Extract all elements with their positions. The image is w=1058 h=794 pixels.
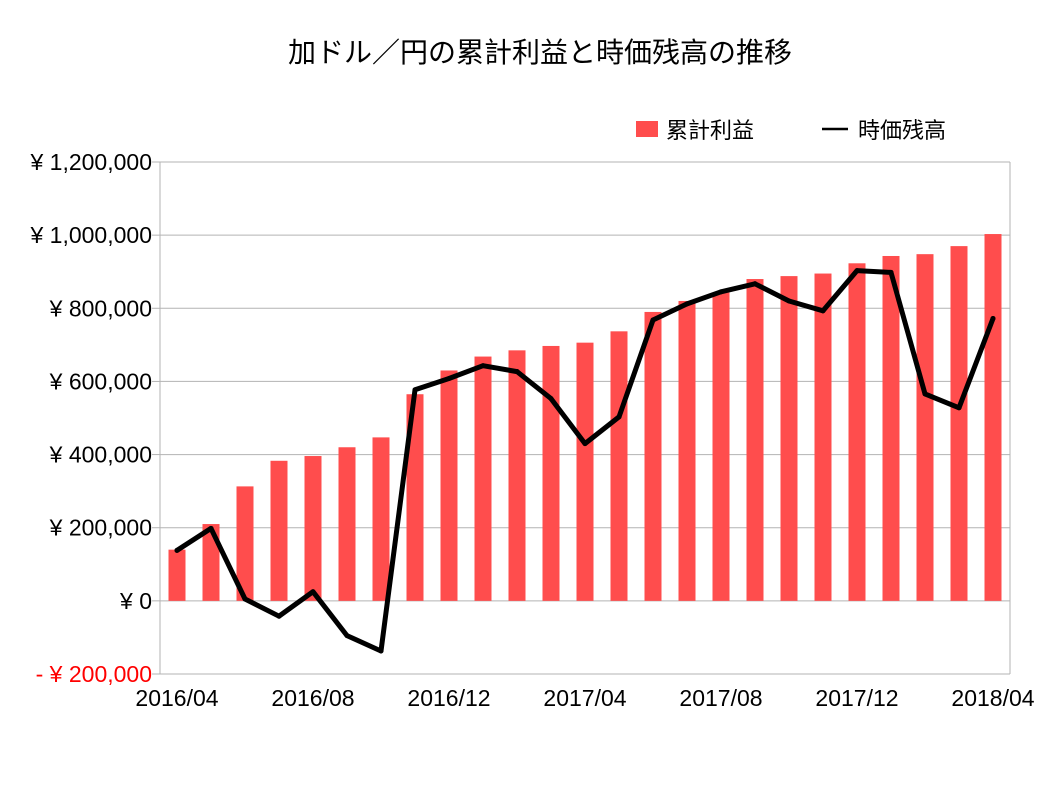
line-point (684, 301, 690, 307)
x-tick-label: 2017/12 (815, 685, 898, 711)
line-point (378, 648, 384, 654)
y-axis-ticks: ¥ 1,200,000 ¥ 1,000,000 ¥ 800,000 ¥ 600,000… (29, 149, 160, 687)
bar (916, 254, 934, 601)
bar (984, 234, 1002, 601)
x-tick-label: 2016/12 (407, 685, 490, 711)
line-point (650, 317, 656, 323)
line-point (480, 363, 486, 369)
line-point (854, 268, 860, 274)
line-point (752, 281, 758, 287)
bar (474, 356, 492, 601)
bar (508, 350, 526, 601)
legend-bar-swatch (636, 121, 658, 137)
x-tick-label: 2017/08 (679, 685, 762, 711)
bar (814, 273, 832, 601)
line-point (208, 525, 214, 531)
bar (542, 345, 560, 601)
line-series (174, 268, 996, 654)
x-tick-label: 2016/04 (135, 685, 218, 711)
line-point (888, 269, 894, 275)
line-point (310, 589, 316, 595)
bar (236, 486, 254, 601)
bar (746, 279, 764, 601)
y-tick-label: ¥ 600,000 (49, 368, 152, 394)
line-point (174, 547, 180, 553)
line-point (276, 613, 282, 619)
bar (576, 342, 594, 601)
bar (270, 460, 288, 601)
bar (610, 331, 628, 601)
line-point (412, 387, 418, 393)
line-point (786, 298, 792, 304)
y-tick-label: ¥ 1,200,000 (29, 149, 152, 175)
bar (338, 447, 356, 601)
bar (440, 370, 458, 601)
line-point (820, 308, 826, 314)
bar (168, 549, 186, 601)
y-tick-label: ¥ 800,000 (49, 295, 152, 321)
y-tick-label: ¥ 200,000 (49, 515, 152, 541)
bar (406, 394, 424, 601)
line-point (616, 414, 622, 420)
bar (202, 524, 220, 601)
line-point (344, 633, 350, 639)
x-tick-label: 2017/04 (543, 685, 626, 711)
line-point (922, 391, 928, 397)
bar (678, 300, 696, 601)
x-axis-ticks: 2016/04 2016/08 2016/12 2017/04 2017/08 2017/… (135, 685, 1034, 711)
line-point (582, 441, 588, 447)
bar (882, 255, 900, 601)
bar (950, 246, 968, 601)
line-point (514, 369, 520, 375)
line-point (242, 596, 248, 602)
bar (372, 437, 390, 601)
line-point (990, 316, 996, 322)
bar (848, 263, 866, 601)
line-point (446, 376, 452, 382)
line-point (548, 396, 554, 402)
x-tick-label: 2018/04 (951, 685, 1034, 711)
line-point (956, 405, 962, 411)
bar-series (168, 234, 1002, 601)
bar (644, 311, 662, 601)
y-tick-label: ¥ 400,000 (49, 442, 152, 468)
y-tick-label: - ¥ 200,000 (36, 661, 152, 687)
y-tick-label: ¥ 1,000,000 (29, 222, 152, 248)
bar (780, 276, 798, 601)
line-point (718, 289, 724, 295)
y-tick-label: ¥ 0 (119, 588, 152, 614)
legend-line-label: 時価残高 (858, 119, 946, 144)
bar (304, 456, 322, 601)
axes (159, 162, 1011, 674)
chart-title: 加ドル／円の累計利益と時価残高の推移 (288, 36, 792, 69)
bar (712, 292, 730, 601)
legend-bar-label: 累計利益 (666, 119, 754, 144)
legend: 累計利益 時価残高 (636, 119, 946, 144)
x-tick-label: 2016/08 (271, 685, 354, 711)
